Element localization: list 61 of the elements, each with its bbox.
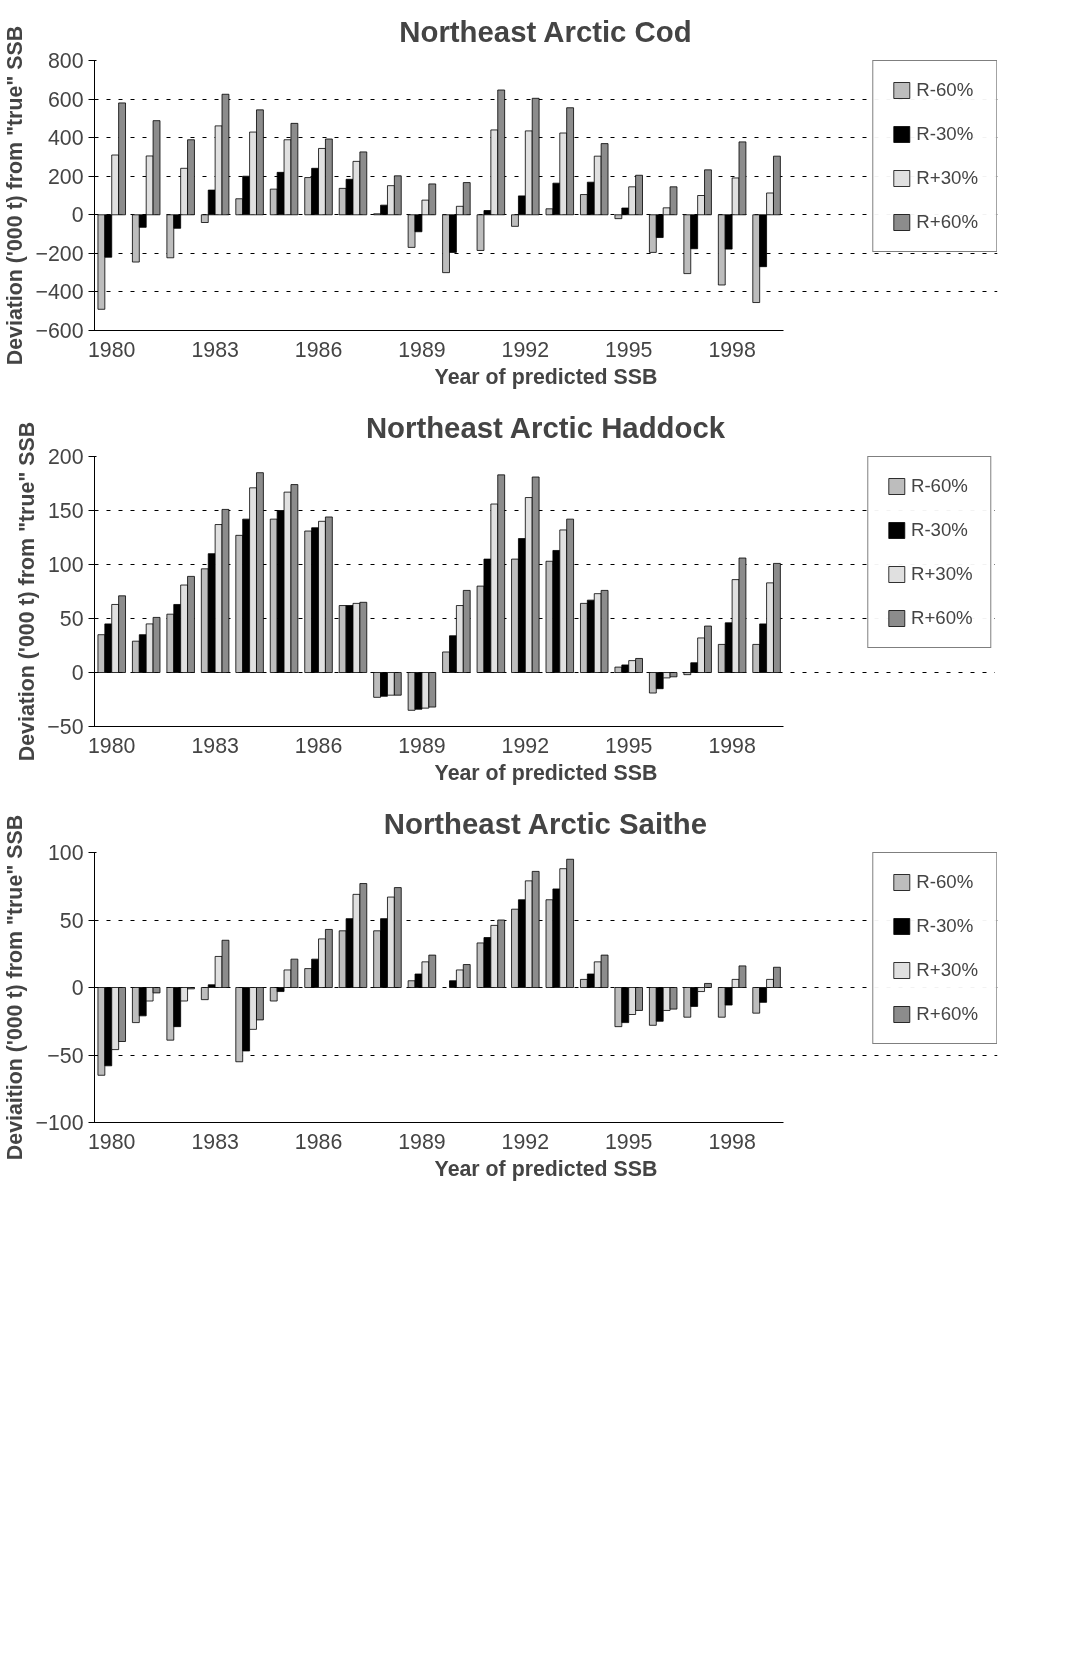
y-tick-label: −100 — [35, 1111, 84, 1135]
x-tick-label: 1989 — [398, 1129, 446, 1154]
x-tick-label: 1980 — [88, 733, 136, 758]
y-tick-label: −50 — [47, 1043, 84, 1068]
y-tick-label: 800 — [47, 49, 84, 73]
y-tick-label: −200 — [35, 241, 84, 266]
x-tick-label: 1986 — [294, 337, 343, 362]
x-tick-label: 1989 — [398, 337, 446, 362]
x-tick-label: 1998 — [708, 337, 756, 362]
y-tick-label: 100 — [47, 553, 84, 577]
y-tick-label: 100 — [47, 841, 84, 865]
y-tick-label: −400 — [35, 280, 84, 305]
y-tick-label: 50 — [59, 908, 84, 933]
x-tick-label: 1995 — [604, 733, 653, 758]
x-tick-label: 1986 — [294, 733, 343, 758]
y-tick-label: 150 — [47, 499, 84, 523]
y-tick-label: −600 — [35, 319, 84, 343]
x-tick-label: 1995 — [604, 337, 653, 362]
x-axis-title: Year of predicted SSB — [434, 364, 658, 389]
x-tick-label: 1983 — [191, 337, 239, 362]
x-tick-label: 1989 — [398, 733, 446, 758]
x-tick-label: 1998 — [708, 733, 756, 758]
legend-label: R+30% — [916, 167, 978, 189]
chart-title: Northeast Arctic Haddock — [365, 411, 726, 444]
x-tick-label: 1986 — [294, 1129, 343, 1154]
y-tick-label: 200 — [47, 164, 84, 189]
y-tick-label: 50 — [59, 607, 84, 631]
y-tick-label: 0 — [71, 203, 84, 228]
x-axis-title: Year of predicted SSB — [434, 760, 658, 785]
x-tick-label: 1983 — [191, 733, 239, 758]
y-tick-label: −50 — [47, 715, 84, 739]
legend-label: R-60% — [910, 475, 968, 497]
chart-title: Northeast Arctic Cod — [399, 15, 692, 48]
x-tick-label: 1980 — [88, 337, 136, 362]
y-tick-label: 600 — [47, 87, 84, 112]
y-axis-title: Deviation ('000 t) from "true" SSB — [3, 25, 28, 366]
legend-label: R+60% — [916, 1003, 978, 1025]
legend-label: R-30% — [916, 915, 974, 937]
x-tick-label: 1998 — [708, 1129, 756, 1154]
x-axis-title: Year of predicted SSB — [434, 1156, 658, 1181]
chart-title: Northeast Arctic Saithe — [383, 807, 708, 840]
legend-label: R+30% — [910, 563, 973, 585]
legend-label: R-60% — [916, 79, 974, 101]
legend-label: R-30% — [916, 123, 974, 145]
x-tick-label: 1992 — [501, 337, 550, 362]
x-tick-label: 1992 — [501, 1129, 550, 1154]
y-axis-title: Deviation ('000 t) from "true" SSB — [15, 421, 40, 762]
legend-label: R-60% — [916, 871, 974, 893]
x-tick-label: 1995 — [604, 1129, 653, 1154]
x-tick-label: 1983 — [191, 1129, 239, 1154]
y-tick-label: 200 — [47, 445, 84, 469]
x-tick-label: 1992 — [501, 733, 550, 758]
legend-label: R+60% — [910, 607, 973, 629]
y-tick-label: 0 — [71, 661, 84, 685]
legend-label: R+30% — [916, 959, 978, 981]
y-axis-title: Deviaition ('000 t) from "true" SSB — [3, 814, 28, 1161]
y-tick-label: 0 — [71, 976, 84, 1000]
x-tick-label: 1980 — [88, 1129, 136, 1154]
legend-label: R-30% — [910, 519, 968, 541]
y-tick-label: 400 — [47, 126, 84, 151]
legend-label: R+60% — [916, 211, 978, 233]
